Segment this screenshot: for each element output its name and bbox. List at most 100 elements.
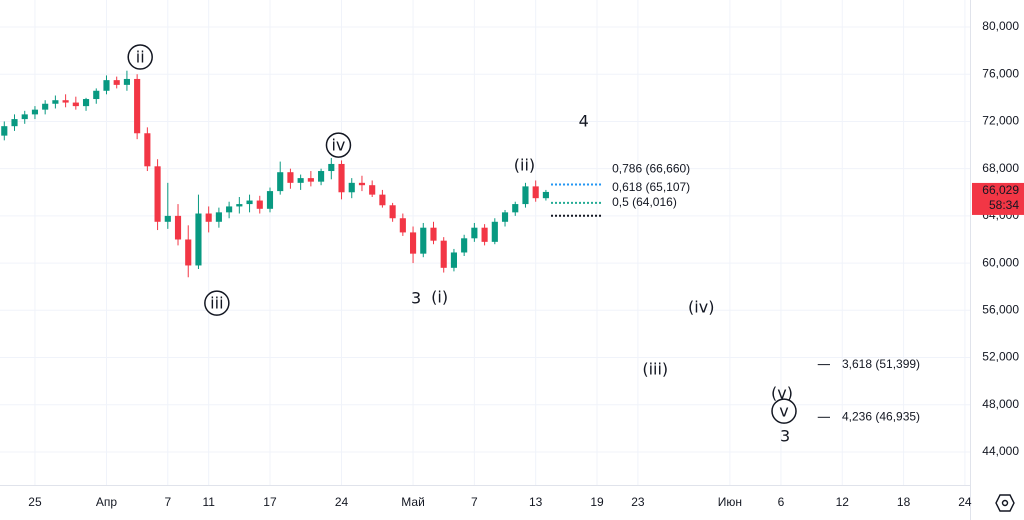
candle-body	[205, 213, 212, 222]
y-tick-label: 80,000	[982, 19, 1019, 33]
candle-body	[113, 80, 120, 85]
x-tick-label: Май	[401, 495, 425, 509]
candle-body	[21, 114, 28, 120]
wave-label: (ii)	[514, 156, 535, 175]
y-tick-label: 48,000	[982, 397, 1019, 411]
candle-body	[246, 200, 253, 205]
candle-body	[379, 194, 386, 206]
wave-label: iii	[210, 294, 223, 313]
y-tick-label: 72,000	[982, 114, 1019, 128]
candle-body	[266, 191, 274, 209]
candle-body	[358, 182, 366, 186]
candle-body	[471, 227, 478, 239]
x-tick-label: 6	[778, 495, 785, 509]
candle-body	[287, 172, 294, 183]
candle-body	[164, 215, 171, 222]
y-tick-label: 52,000	[982, 350, 1019, 364]
candle-body	[328, 163, 335, 172]
wave-label: (v)	[771, 384, 793, 403]
candle-body	[440, 240, 447, 268]
candle-body	[215, 212, 222, 222]
wave-label: (i)	[431, 288, 448, 307]
fib-level-label: 4,236 (46,935)	[842, 409, 920, 423]
candle-body	[103, 80, 110, 91]
fib-level-label: 0,618 (65,107)	[612, 180, 690, 194]
candle-body	[409, 232, 417, 254]
candle-body	[42, 103, 49, 110]
candle-body	[389, 205, 396, 219]
candle-body	[11, 119, 18, 127]
candle-body	[348, 182, 355, 193]
candle-body	[256, 200, 263, 209]
y-tick-label: 56,000	[982, 302, 1019, 316]
candle-body	[277, 172, 284, 192]
candle-body	[297, 178, 304, 183]
x-tick-label: 12	[836, 495, 850, 509]
wave-circle	[204, 290, 230, 316]
candle-body	[72, 102, 79, 107]
wave-label: iv	[331, 136, 345, 155]
candle-body	[481, 227, 488, 242]
settings-icon[interactable]	[995, 494, 1015, 512]
x-tick-label: 18	[897, 495, 911, 509]
candle-body	[338, 163, 345, 193]
x-tick-label: 23	[631, 495, 645, 509]
fib-level-label: 3,618 (51,399)	[842, 357, 920, 371]
plot: 0,786 (66,660) 0,618 (65,107)0,5 (64,016)…	[1, 44, 920, 446]
axes: 80,00076,00072,00068,00064,00060,00056,0…	[28, 19, 1024, 509]
candle-body	[226, 206, 233, 213]
last-price-label: 66,029	[982, 183, 1019, 197]
candle-body	[307, 178, 314, 182]
candle-body	[369, 185, 376, 195]
wave-label: 3	[411, 289, 421, 308]
wave-circle	[771, 398, 797, 424]
x-tick-label: 24	[958, 495, 972, 509]
candle-body	[52, 100, 59, 104]
candle-body	[134, 78, 141, 134]
candle-body	[82, 99, 90, 107]
wave-label: (iii)	[642, 360, 668, 379]
x-tick-label: 19	[590, 495, 604, 509]
wave-label: 4	[579, 111, 589, 130]
x-tick-label: 11	[202, 495, 215, 509]
wave-circle	[325, 132, 352, 158]
candle-body	[399, 218, 406, 233]
candle-body	[450, 252, 457, 268]
candle-body	[195, 213, 202, 266]
candle-body	[62, 100, 69, 103]
wave-label: 3	[780, 427, 790, 446]
candle-body	[185, 239, 192, 266]
candle-body	[174, 215, 182, 240]
candle-body	[522, 186, 529, 205]
y-tick-label: 76,000	[982, 66, 1019, 80]
x-tick-label: 13	[529, 495, 543, 509]
candle-body	[1, 126, 8, 136]
x-tick-label: 17	[263, 495, 277, 509]
y-tick-label: 68,000	[982, 161, 1019, 175]
candle-body	[31, 109, 39, 115]
last-price-box	[972, 182, 1024, 215]
x-tick-label: Апр	[96, 495, 118, 509]
y-tick-label: 44,000	[982, 444, 1019, 458]
wave-label: ii	[136, 48, 145, 67]
candle-body	[144, 133, 151, 167]
candle-body	[512, 204, 519, 213]
x-tick-label: 7	[164, 495, 171, 509]
x-tick-label: 7	[471, 495, 478, 509]
candle-body	[461, 238, 468, 253]
x-tick-label: 25	[28, 495, 42, 509]
x-tick-label: 24	[335, 495, 349, 509]
candle-body	[236, 204, 243, 207]
y-tick-label: 60,000	[982, 255, 1019, 269]
candle-body	[430, 227, 437, 241]
candle-body	[501, 212, 509, 222]
candle-body	[154, 166, 161, 222]
countdown-label: 58:34	[989, 198, 1019, 212]
wave-circle	[127, 44, 153, 70]
fib-level-label: 0,786 (66,660)	[612, 162, 690, 176]
fib-level-label: 0,5 (64,016)	[612, 195, 677, 209]
x-tick-label: Июн	[718, 495, 742, 509]
candle-body	[318, 171, 325, 182]
